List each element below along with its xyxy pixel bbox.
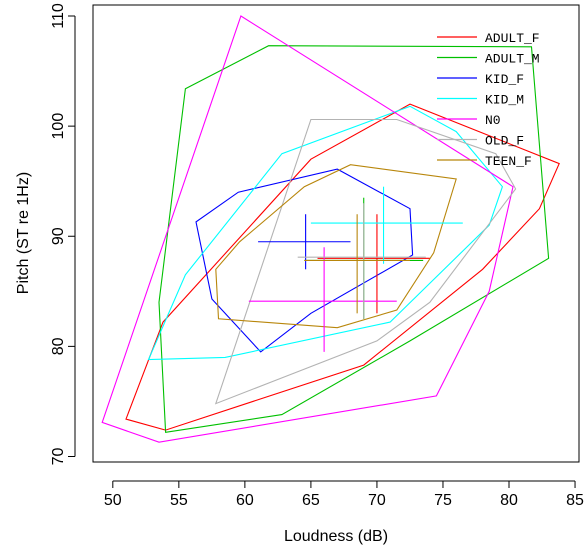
hull-old-f (214, 118, 517, 405)
x-tick-label: 50 (104, 492, 122, 509)
legend-label: TEEN_F (485, 154, 532, 169)
y-axis: 70 80 90 100 110 (50, 3, 76, 465)
legend-label: KID_F (485, 72, 524, 87)
plot-frame (92, 4, 580, 463)
x-tick-label: 85 (566, 492, 584, 509)
x-tick-label: 55 (170, 492, 188, 509)
legend: ADULT_F ADULT_M KID_F KID_M N0 OLD_F TEEN_F (437, 31, 540, 169)
hull-adult-f (125, 103, 560, 431)
hull-teen-f (215, 164, 457, 329)
x-axis: 50 55 60 65 70 75 80 85 (104, 480, 584, 509)
y-axis-title: Pitch (ST re 1Hz) (15, 172, 32, 294)
legend-label: N0 (485, 113, 501, 128)
error-cross-group (248, 186, 463, 352)
hull-kid-f (195, 168, 414, 353)
x-tick-label: 80 (500, 492, 518, 509)
legend-label: ADULT_M (485, 52, 540, 67)
y-tick-label: 110 (50, 3, 67, 29)
hull-n0 (101, 15, 514, 443)
x-axis-title: Loudness (dB) (284, 528, 388, 545)
y-tick-label: 80 (50, 337, 67, 355)
legend-label: KID_M (485, 93, 524, 108)
x-tick-label: 70 (368, 492, 386, 509)
y-tick-label: 90 (50, 227, 67, 245)
hull-group (101, 15, 560, 443)
y-tick-label: 70 (50, 447, 67, 465)
x-tick-label: 65 (302, 492, 320, 509)
hull-kid-m (147, 105, 504, 361)
legend-label: OLD_F (485, 134, 524, 149)
y-tick-label: 100 (50, 113, 67, 140)
x-tick-label: 75 (434, 492, 452, 509)
x-tick-label: 60 (236, 492, 254, 509)
legend-label: ADULT_F (485, 31, 540, 46)
